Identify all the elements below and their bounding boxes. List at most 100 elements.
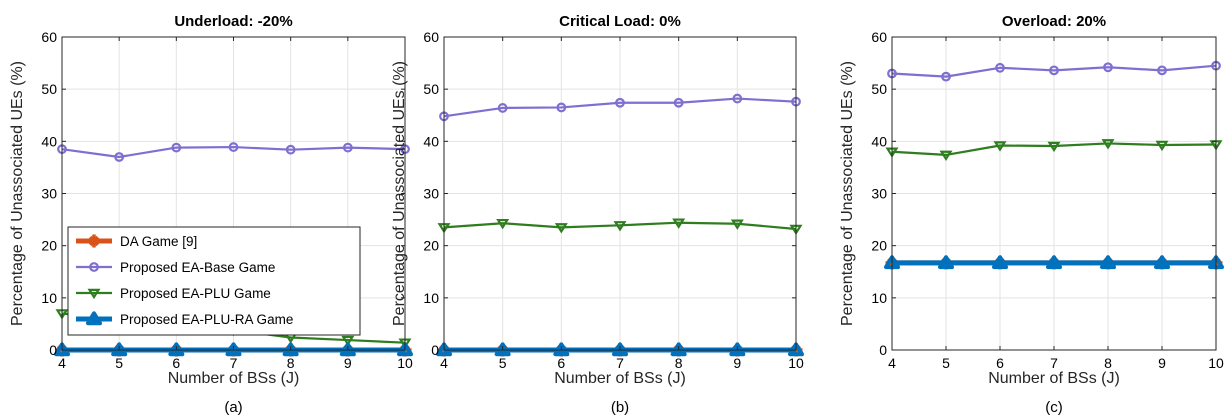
x-tick-label: 5	[942, 355, 950, 371]
data-point-3	[1100, 255, 1116, 270]
data-point-3	[168, 342, 185, 357]
data-point-3	[612, 342, 628, 357]
series-line-1	[443, 97, 797, 118]
data-point-3	[225, 342, 242, 357]
y-tick-label: 0	[431, 342, 439, 358]
y-axis-label: Percentage of Unassociated UEs (%)	[9, 61, 26, 326]
chart-panel-b: 4 5 6 7 8 9 10 0 10 20 30 40 50 60 Critical Load: 0% Nu…	[391, 13, 804, 416]
x-tick-label: 9	[344, 355, 352, 371]
x-tick-label: 7	[616, 355, 624, 371]
data-point-1	[114, 152, 125, 162]
data-point-3	[397, 342, 413, 357]
x-tick-label: 5	[499, 355, 507, 371]
data-point-3	[1046, 255, 1062, 270]
data-point-3	[788, 342, 804, 357]
x-tick-label: 8	[675, 355, 683, 371]
x-tick-label: 9	[733, 355, 741, 371]
data-point-2	[496, 218, 510, 230]
y-tick-label: 30	[41, 186, 57, 202]
subfigure-caption: (b)	[611, 399, 629, 416]
legend-label-1: Proposed EA-Base Game	[120, 260, 275, 275]
series-line-1	[891, 64, 1217, 78]
legend-label-0: DA Game [9]	[120, 234, 197, 249]
x-tick-label: 8	[1104, 355, 1112, 371]
chart-title: Critical Load: 0%	[559, 13, 681, 30]
data-point-1	[995, 62, 1005, 73]
data-point-1	[228, 142, 239, 152]
x-tick-label: 9	[1158, 355, 1166, 371]
series-line-2	[891, 142, 1217, 156]
data-point-1	[1049, 65, 1059, 76]
y-tick-label: 0	[49, 342, 57, 358]
data-point-2	[613, 221, 627, 232]
x-tick-label: 4	[888, 355, 896, 371]
legend-marker-1	[89, 262, 99, 272]
data-point-3	[111, 342, 128, 357]
y-tick-label: 10	[423, 290, 439, 306]
y-tick-label: 60	[41, 29, 57, 45]
data-point-3	[339, 342, 356, 357]
x-tick-label: 4	[58, 355, 66, 371]
data-point-1	[615, 97, 625, 108]
series-line-1	[61, 145, 406, 159]
data-point-1	[673, 97, 684, 108]
data-point-2	[1047, 141, 1061, 153]
x-tick-label: 4	[440, 355, 448, 371]
x-tick-label: 6	[557, 355, 565, 371]
legend-label-3: Proposed EA-PLU-RA Game	[120, 312, 293, 327]
y-tick-label: 10	[871, 290, 887, 306]
y-tick-label: 50	[871, 81, 887, 97]
y-tick-label: 40	[423, 133, 439, 149]
chart-panel-a: 4 5 6 7 8 9 10 0 10 20 30 40 50 60 Underload: -20% Numb…	[9, 13, 413, 416]
data-point-1	[941, 71, 951, 82]
x-tick-label: 8	[287, 355, 295, 371]
chart-title: Underload: -20%	[174, 13, 292, 30]
data-point-2	[939, 150, 953, 162]
x-axis-label: Number of BSs (J)	[168, 370, 300, 387]
x-tick-label: 6	[996, 355, 1004, 371]
legend-marker-2	[87, 288, 101, 300]
subfigure-caption: (a)	[224, 399, 242, 416]
y-tick-label: 30	[871, 186, 887, 202]
y-tick-label: 20	[41, 238, 57, 254]
data-point-1	[556, 102, 567, 113]
data-point-1	[732, 93, 743, 104]
legend-marker-3	[86, 311, 102, 326]
y-tick-label: 50	[423, 81, 439, 97]
data-point-3	[938, 255, 954, 270]
legend: DA Game [9] Proposed EA-Base Game Proposed…	[67, 226, 361, 336]
data-point-3	[670, 342, 687, 357]
chart-panel-c: 4 5 6 7 8 9 10 0 10 20 30 40 50 60 Overload: 20% Number…	[839, 13, 1224, 416]
data-point-1	[285, 144, 296, 155]
y-tick-label: 50	[41, 81, 57, 97]
x-tick-label: 10	[397, 355, 413, 371]
data-point-1	[497, 103, 508, 113]
subfigure-caption: (c)	[1045, 399, 1063, 416]
legend-marker-0	[87, 234, 101, 248]
y-tick-label: 10	[41, 290, 57, 306]
y-tick-label: 30	[423, 186, 439, 202]
data-point-2	[341, 335, 355, 347]
x-tick-label: 7	[230, 355, 238, 371]
y-axis-label: Percentage of Unassociated UEs (%)	[391, 61, 408, 326]
data-point-3	[494, 342, 511, 357]
x-axis-label: Number of BSs (J)	[554, 370, 686, 387]
x-tick-label: 6	[172, 355, 180, 371]
x-tick-label: 10	[1208, 355, 1224, 371]
data-point-3	[54, 342, 70, 357]
data-point-3	[436, 342, 452, 357]
y-axis-label: Percentage of Unassociated UEs (%)	[839, 61, 856, 326]
x-tick-label: 5	[115, 355, 123, 371]
data-point-2	[993, 141, 1007, 152]
data-point-2	[672, 218, 686, 229]
data-point-3	[282, 342, 299, 357]
y-tick-label: 40	[871, 133, 887, 149]
y-tick-label: 60	[423, 29, 439, 45]
data-point-1	[171, 142, 182, 153]
series-line-2	[443, 221, 797, 231]
data-point-3	[1154, 255, 1170, 270]
x-tick-label: 10	[788, 355, 804, 371]
data-point-1	[1103, 62, 1113, 73]
y-tick-label: 60	[871, 29, 887, 45]
